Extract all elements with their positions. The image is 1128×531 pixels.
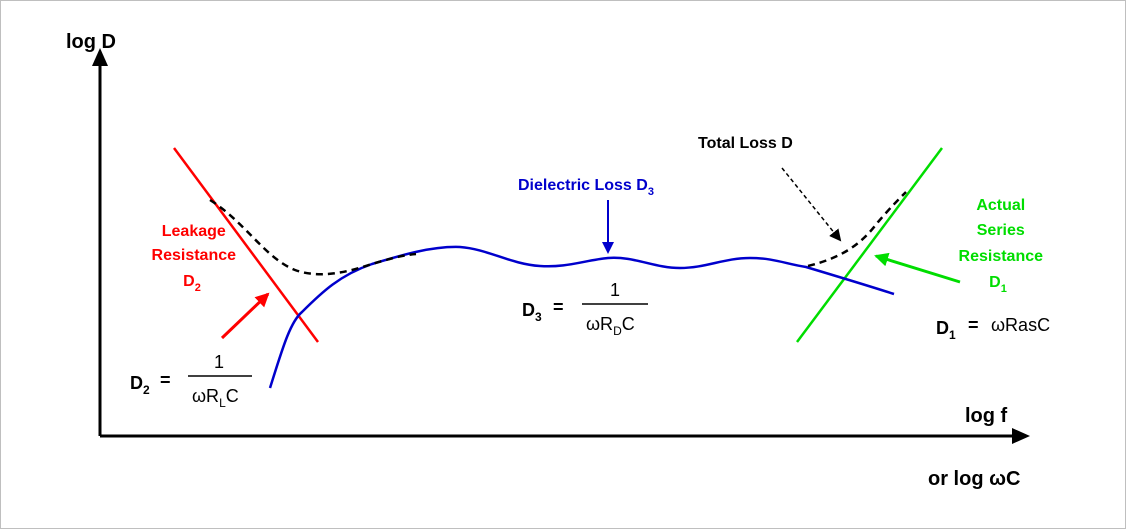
formula-d2-lhs: D2 xyxy=(130,373,150,397)
x-axis-arrowhead xyxy=(1012,428,1030,444)
y-axis-arrowhead xyxy=(92,48,108,66)
series-pointer-arrow xyxy=(874,252,961,284)
dielectric-loss-label: Dielectric Loss D3 xyxy=(518,177,654,198)
formula-d1: D1 = ωRasC xyxy=(936,315,1050,342)
series-resistance-line xyxy=(795,147,944,343)
formula-d1-rhs: ωRasC xyxy=(991,315,1050,335)
formula-d1-lhs: D1 xyxy=(936,318,956,342)
formula-d3-equals: = xyxy=(553,297,564,317)
y-axis-label: log D xyxy=(66,31,116,53)
series-resistance-label: Actual Series Resistance D1 xyxy=(959,197,1048,295)
formula-d3-denominator: ωRDC xyxy=(586,314,635,338)
x-axis-label: log f xyxy=(965,405,1008,427)
formula-d2: D2 = 1 ωRLC xyxy=(130,352,252,410)
leakage-resistance-line xyxy=(172,147,320,343)
total-loss-curve-right xyxy=(807,191,907,268)
dielectric-loss-curve xyxy=(268,245,895,389)
formula-d3: D3 = 1 ωRDC xyxy=(522,280,648,338)
total-loss-curve xyxy=(209,198,417,276)
leakage-resistance-label: Leakage Resistance D2 xyxy=(152,223,241,294)
leakage-pointer-arrow xyxy=(220,292,270,340)
formula-d2-denominator: ωRLC xyxy=(192,386,239,410)
formula-d2-equals: = xyxy=(160,370,171,390)
total-loss-pointer-arrow xyxy=(781,167,842,242)
x-axis-label-alt: or log ωC xyxy=(928,468,1020,490)
formula-d2-numerator: 1 xyxy=(214,352,224,372)
total-loss-label: Total Loss D xyxy=(698,135,793,152)
formula-d3-lhs: D3 xyxy=(522,300,542,324)
formula-d1-equals: = xyxy=(968,315,979,335)
formula-d3-numerator: 1 xyxy=(610,280,620,300)
